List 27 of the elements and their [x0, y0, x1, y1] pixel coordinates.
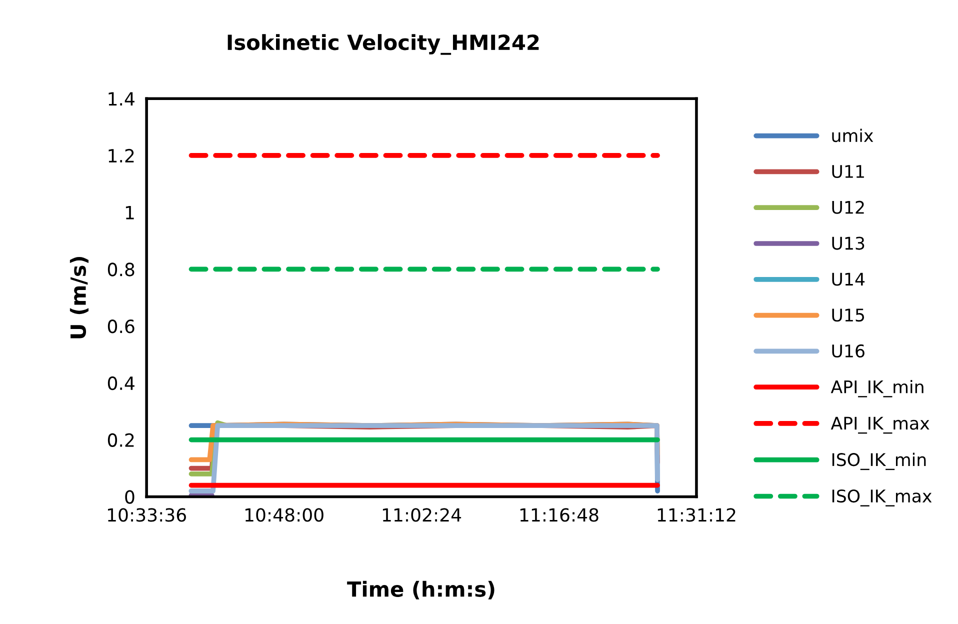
y-tick-label: 1.4	[108, 92, 134, 106]
x-tick-label: 11:31:12	[658, 508, 736, 522]
y-axis-title: U (m/s)	[70, 256, 88, 338]
y-tick-label: 0.2	[108, 433, 134, 447]
legend-label: U13	[832, 236, 864, 250]
chart-title: Isokinetic Velocity_HMI242	[228, 34, 539, 55]
legend-label: API_IK_min	[830, 380, 924, 398]
legend-label: U15	[832, 308, 864, 322]
y-tick-label: 0.4	[108, 376, 134, 390]
legend-label: U16	[832, 344, 864, 358]
x-tick-label: 11:16:48	[520, 508, 598, 522]
x-axis-title: Time (h:m:s)	[347, 580, 494, 600]
y-tick-label: 1.2	[108, 148, 134, 162]
legend-label: U11	[832, 165, 864, 178]
legend-label: ISO_IK_min	[832, 452, 926, 470]
y-tick-label: 0	[125, 490, 134, 504]
y-tick-label: 0.8	[108, 262, 134, 276]
legend-label: umix	[832, 128, 874, 142]
x-tick-label: 11:02:24	[382, 508, 462, 522]
legend-label: U12	[832, 200, 864, 214]
x-tick-label: 10:48:00	[245, 508, 324, 522]
x-tick-label: 10:33:36	[108, 508, 186, 522]
legend-label: U14	[832, 272, 865, 286]
y-tick-label: 1	[126, 206, 134, 220]
legend-label: ISO_IK_max	[832, 489, 932, 506]
legend-label: API_IK_max	[830, 416, 930, 434]
y-tick-label: 0.6	[108, 320, 134, 334]
